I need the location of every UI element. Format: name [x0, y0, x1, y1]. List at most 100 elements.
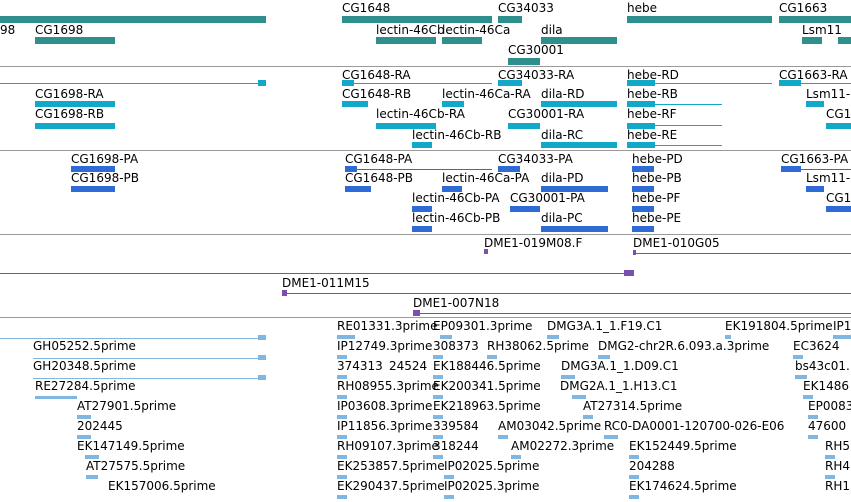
peptide-glyph[interactable] — [541, 226, 608, 232]
est-glyph[interactable] — [803, 395, 813, 399]
est-label[interactable]: DMG2A.1_1.H13.C1 — [560, 379, 678, 393]
transcript-label[interactable]: CG1698-RB — [35, 107, 105, 121]
peptide-glyph[interactable] — [412, 226, 432, 232]
est-label[interactable]: EK290437.5prime — [337, 479, 445, 493]
est-label[interactable]: 47600 — [808, 419, 847, 433]
gene-label[interactable]: lectin-46Ca — [442, 23, 511, 37]
est-glyph[interactable] — [433, 355, 443, 359]
est-label[interactable]: DMG3A.1_1.F19.C1 — [547, 319, 663, 333]
est-label[interactable]: GH05252.5prime — [33, 339, 136, 353]
transcript-exon[interactable] — [35, 123, 115, 129]
transcript-label[interactable]: CG30001-RA — [508, 107, 585, 121]
est-glyph[interactable] — [35, 396, 77, 399]
gene-glyph[interactable] — [35, 37, 115, 44]
est-glyph[interactable] — [0, 338, 266, 339]
gene-label[interactable]: CG34033 — [498, 1, 554, 15]
est-glyph[interactable] — [598, 355, 610, 359]
est-label[interactable]: RH5 — [825, 439, 850, 453]
est-label[interactable]: IP02025.3prime — [444, 479, 540, 493]
est-glyph[interactable] — [337, 395, 347, 399]
est-glyph[interactable] — [444, 475, 454, 479]
peptide-glyph[interactable] — [806, 186, 824, 192]
transcript-exon[interactable] — [627, 101, 655, 107]
gene-glyph[interactable] — [0, 16, 266, 23]
transcript-exon[interactable] — [541, 101, 617, 107]
est-label[interactable]: IP1 — [833, 319, 851, 333]
est-label[interactable]: AT27575.5prime — [86, 459, 186, 473]
est-label[interactable]: IP11856.3prime — [337, 419, 433, 433]
est-label[interactable]: RH4 — [825, 459, 850, 473]
est-label[interactable]: GH20348.5prime — [33, 359, 136, 373]
est-glyph[interactable] — [77, 415, 91, 419]
transcript-exon[interactable] — [826, 123, 851, 129]
est-glyph[interactable] — [433, 395, 443, 399]
est-label[interactable]: EK188446.5prime — [433, 359, 541, 373]
peptide-glyph[interactable] — [632, 186, 654, 192]
gene-label[interactable]: 98 — [0, 23, 16, 37]
peptide-label[interactable]: Lsm11- — [806, 171, 851, 185]
est-label[interactable]: AM03042.5prime — [498, 419, 602, 433]
est-glyph[interactable] — [337, 495, 347, 499]
est-glyph[interactable] — [808, 415, 818, 419]
peptide-glyph[interactable] — [632, 206, 654, 212]
peptide-glyph[interactable] — [412, 206, 432, 212]
est-glyph[interactable] — [561, 375, 575, 379]
transcript-exon[interactable] — [627, 80, 655, 86]
est-label[interactable]: 308373 — [433, 339, 479, 353]
est-label[interactable]: RH08955.3prime — [337, 379, 439, 393]
peptide-label[interactable]: hebe-PE — [632, 211, 682, 225]
peptide-glyph[interactable] — [71, 166, 115, 172]
gene-glyph[interactable] — [442, 37, 482, 44]
est-label[interactable]: RE27284.5prime — [35, 379, 136, 393]
est-glyph[interactable] — [33, 378, 266, 379]
clone-label[interactable]: DME1-010G05 — [633, 236, 720, 250]
est-label[interactable]: 24524 — [389, 359, 428, 373]
peptide-label[interactable]: CG30001-PA — [510, 191, 585, 205]
est-glyph[interactable] — [337, 335, 355, 339]
est-glyph[interactable] — [825, 455, 835, 459]
est-glyph[interactable] — [337, 475, 347, 479]
peptide-glyph[interactable] — [826, 206, 851, 212]
transcript-label[interactable]: lectin-46Cb-RB — [412, 128, 502, 142]
est-glyph[interactable] — [629, 495, 639, 499]
est-glyph[interactable] — [337, 415, 347, 419]
est-label[interactable]: 339584 — [433, 419, 479, 433]
clone-label[interactable]: DME1-019M08.F — [484, 236, 583, 250]
peptide-label[interactable]: hebe-PD — [632, 152, 683, 166]
peptide-label[interactable]: lectin-46Cb-PA — [412, 191, 500, 205]
transcript-label[interactable]: CG1648-RB — [342, 87, 412, 101]
est-glyph[interactable] — [33, 358, 266, 359]
transcript-exon[interactable] — [342, 101, 368, 107]
transcript-label[interactable]: lectin-46Ca-RA — [442, 87, 531, 101]
peptide-label[interactable]: CG1648-PB — [345, 171, 414, 185]
transcript-label[interactable]: lectin-46Cb-RA — [376, 107, 465, 121]
peptide-label[interactable]: CG1663-PA — [781, 152, 849, 166]
clone-glyph[interactable] — [413, 313, 851, 314]
est-glyph[interactable] — [337, 435, 347, 439]
peptide-glyph[interactable] — [541, 186, 608, 192]
gene-glyph[interactable] — [376, 37, 436, 44]
transcript-exon[interactable] — [779, 80, 801, 86]
est-label[interactable]: EP0083 — [808, 399, 851, 413]
est-label[interactable]: IP02025.5prime — [444, 459, 540, 473]
gene-label[interactable]: CG1698 — [35, 23, 84, 37]
est-glyph[interactable] — [258, 335, 266, 340]
transcript-label[interactable]: hebe-RE — [627, 128, 678, 142]
peptide-glyph[interactable] — [345, 166, 357, 172]
peptide-label[interactable]: hebe-PF — [632, 191, 681, 205]
est-label[interactable]: DMG3A.1_1.D09.C1 — [561, 359, 679, 373]
est-label[interactable]: EK147149.5prime — [77, 439, 185, 453]
est-label[interactable]: EK218963.5prime — [433, 399, 541, 413]
est-glyph[interactable] — [808, 435, 818, 439]
est-glyph[interactable] — [444, 495, 454, 499]
est-label[interactable]: EC3624 — [793, 339, 840, 353]
est-glyph[interactable] — [795, 375, 807, 379]
transcript-label[interactable]: dila-RD — [541, 87, 585, 101]
est-label[interactable]: EK157006.5prime — [108, 479, 216, 493]
transcript-exon[interactable] — [342, 80, 354, 86]
clone-glyph[interactable] — [633, 253, 851, 254]
est-glyph[interactable] — [258, 355, 266, 360]
transcript-exon[interactable] — [627, 123, 655, 129]
peptide-glyph[interactable] — [632, 166, 654, 172]
clone-glyph[interactable] — [484, 249, 488, 254]
